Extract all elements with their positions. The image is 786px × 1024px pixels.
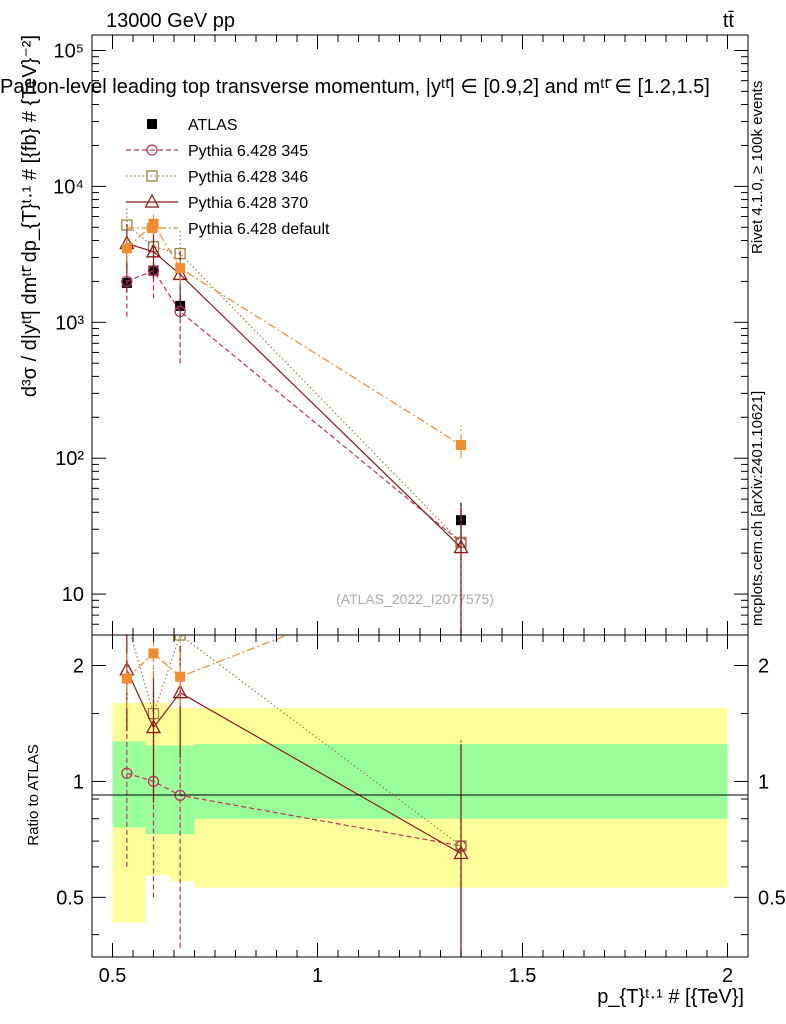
ratio-y-tick-label-right: 2 xyxy=(758,655,769,677)
analysis-watermark: (ATLAS_2022_I2077575) xyxy=(336,591,494,607)
x-tick-label: 2 xyxy=(722,965,733,987)
axis-tick-labels: 10 10² 10³ 10⁴ 10⁵ 0.5 0.5 1 1 2 2 0.5 1 1.5 2 xyxy=(53,40,786,987)
data-point-pythia-6-428-default xyxy=(121,243,132,254)
ratio-inner-band-bin xyxy=(112,741,146,828)
data-point-pythia-6-428-default xyxy=(456,440,466,451)
legend-marker-pythia-6-428-345 xyxy=(146,144,158,156)
legend-label-pythia-6-428-default: Pythia 6.428 default xyxy=(188,221,330,238)
mcplots-label: mcplots.cern.ch [arXiv:2401.10621] xyxy=(749,391,766,626)
rivet-label: Rivet 4.1.0, ≥ 100k events xyxy=(749,81,766,254)
ratio-y-tick-label-right: 0.5 xyxy=(758,887,786,909)
ratio-y-axis-label: Ratio to ATLAS xyxy=(25,744,42,845)
ratio-uncertainty-bands xyxy=(112,702,728,923)
ratio-panel-frame xyxy=(91,634,749,958)
data-point-pythia-6-428-345 xyxy=(121,275,133,288)
main-series xyxy=(119,206,469,635)
ratio-y-tick-label: 2 xyxy=(73,655,84,677)
series-line-pythia-6-428-345 xyxy=(126,269,462,543)
legend-marker-pythia-6-428-370 xyxy=(144,193,160,208)
ratio-point-pythia-6-428-default xyxy=(175,671,186,682)
ratio-line-pythia-6-428-346 xyxy=(130,635,462,847)
ratio-point-pythia-6-428-default xyxy=(121,673,132,684)
x-tick-label: 1 xyxy=(312,965,323,987)
ratio-y-tick-label: 1 xyxy=(73,771,84,793)
legend-marker-pythia-6-428-346 xyxy=(146,170,158,182)
ratio-point-pythia-6-428-370 xyxy=(453,845,469,860)
energy-label: 13000 GeV pp xyxy=(106,10,235,32)
data-point-pythia-6-428-370 xyxy=(145,243,162,258)
main-y-tick-label: 10² xyxy=(55,448,84,470)
legend-label-pythia-6-428-345: Pythia 6.428 345 xyxy=(188,143,308,160)
ratio-line-pythia-6-428-345 xyxy=(126,772,462,847)
x-tick-label: 1.5 xyxy=(509,965,537,987)
data-point-pythia-6-428-345 xyxy=(174,305,186,318)
ratio-point-pythia-6-428-370 xyxy=(172,684,188,699)
legend: ATLAS Pythia 6.428 345 Pythia 6.428 346 Pyt… xyxy=(126,117,330,238)
ratio-series xyxy=(119,617,469,957)
legend-marker-atlas xyxy=(147,119,157,129)
legend-label-pythia-6-428-346: Pythia 6.428 346 xyxy=(188,169,308,186)
axis-ticks xyxy=(92,35,748,957)
data-point-pythia-6-428-370 xyxy=(453,539,469,554)
main-y-axis-label: d³σ / d|yᵗᵗ̄| dmᵗᵗ̄ dp_{T}ᵗ·¹ # [{fb} # … xyxy=(19,35,41,397)
main-y-tick-label: 10⁵ xyxy=(53,40,84,62)
ratio-point-pythia-6-428-default xyxy=(148,648,159,659)
ratio-point-pythia-6-428-345 xyxy=(121,767,133,779)
ratio-point-pythia-6-428-346 xyxy=(174,635,186,641)
series-line-pythia-6-428-default xyxy=(126,222,462,446)
main-y-tick-label: 10⁴ xyxy=(53,176,84,198)
x-axis-label: p_{T}ᵗ·¹ # [{TeV}] xyxy=(597,986,744,1008)
x-tick-label: 0.5 xyxy=(99,965,127,987)
ratio-line-pythia-6-428-370 xyxy=(126,669,462,854)
plot-title: Parton-level leading top transverse mome… xyxy=(0,76,710,98)
ratio-point-pythia-6-428-370 xyxy=(145,719,162,734)
ratio-line-pythia-6-428-default xyxy=(126,635,289,679)
ratio-inner-band-bin xyxy=(145,745,170,835)
main-y-tick-label: 10³ xyxy=(55,312,84,334)
data-point-pythia-6-428-default xyxy=(175,263,186,274)
main-y-tick-label: 10 xyxy=(62,584,84,606)
legend-marker-pythia-6-428-default xyxy=(147,223,157,233)
ratio-y-tick-label-right: 1 xyxy=(758,771,769,793)
process-label: tt̄ xyxy=(723,10,735,32)
series-line-pythia-6-428-370 xyxy=(126,242,462,548)
ratio-point-pythia-6-428-346 xyxy=(122,617,132,627)
ratio-inner-band-bin xyxy=(169,745,195,835)
legend-label-atlas: ATLAS xyxy=(188,117,238,134)
ratio-y-tick-label: 0.5 xyxy=(56,887,84,909)
legend-label-pythia-6-428-370: Pythia 6.428 370 xyxy=(188,195,308,212)
